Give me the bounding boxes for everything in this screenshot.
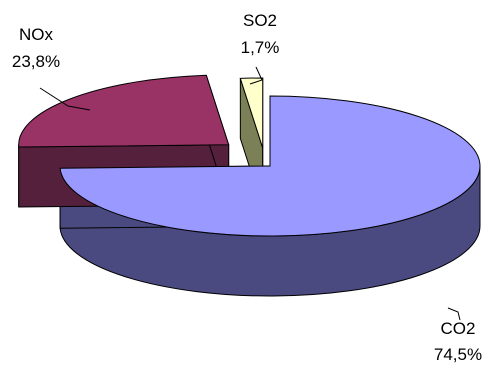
slice-co2 [59, 95, 481, 237]
slice-value-co2: 74,5% [434, 345, 482, 364]
slice-nox [18, 74, 230, 148]
leader-nox [39, 87, 91, 111]
slice-label-so2: SO2 [243, 11, 277, 30]
slice-value-nox: 23,8% [12, 52, 60, 71]
leader-lines [39, 66, 461, 321]
slice-so2 [239, 77, 264, 149]
slice-label-nox: NOx [19, 25, 54, 44]
pie-tops [18, 74, 481, 237]
slice-label-co2: CO2 [441, 319, 476, 338]
leader-co2 [447, 307, 461, 321]
slice-value-so2: 1,7% [241, 38, 280, 57]
leader-so2 [249, 66, 263, 85]
